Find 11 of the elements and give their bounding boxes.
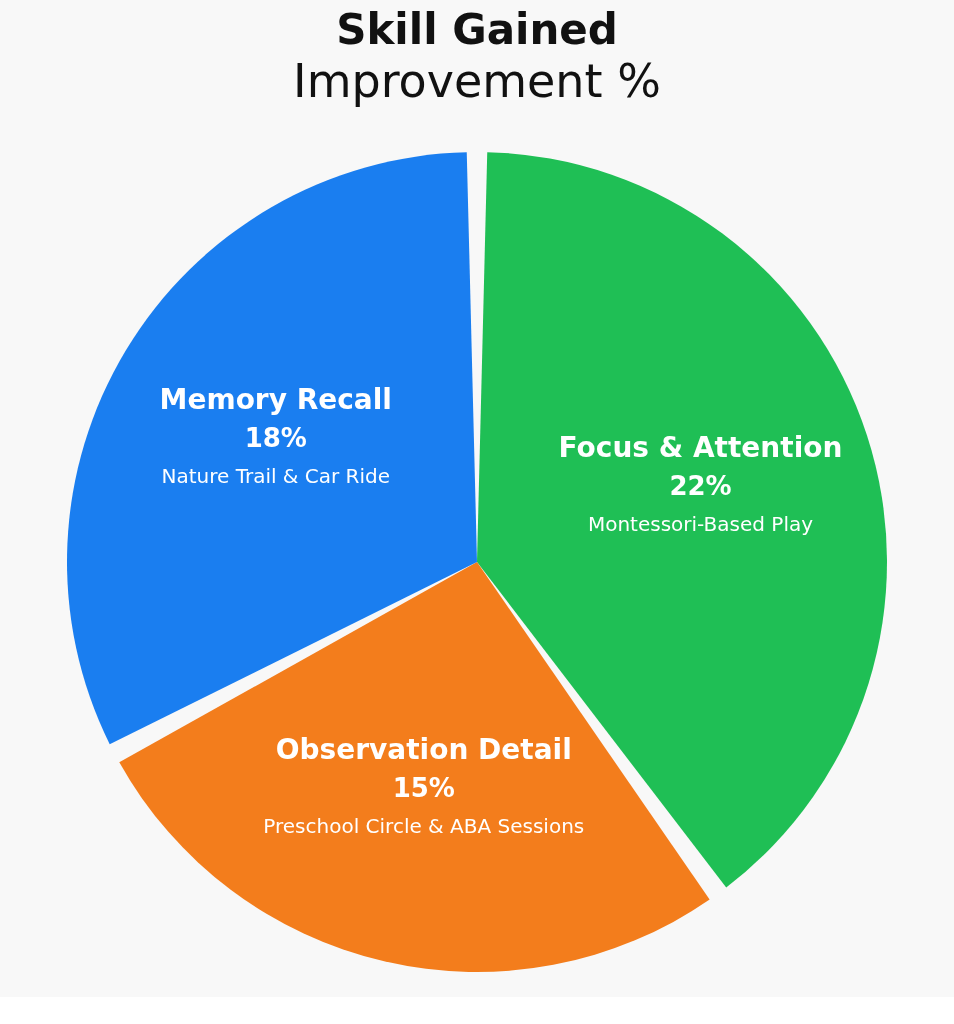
- text: Montessori-Based Play: [587, 512, 814, 537]
- text: Nature Trail & Car Ride: [161, 463, 391, 488]
- chart-subtitle: Improvement %: [293, 54, 661, 108]
- slice-label: Observation Detail: [275, 732, 572, 766]
- data-label: 18%: [244, 422, 307, 453]
- chart-title: Skill Gained: [336, 5, 618, 54]
- text: Preschool Circle & ABA Sessions: [263, 813, 585, 838]
- data-label: 15%: [392, 772, 455, 803]
- slice-label: Focus & Attention: [558, 431, 843, 465]
- slice-label: Memory Recall: [159, 382, 392, 416]
- data-label: 22%: [669, 471, 732, 502]
